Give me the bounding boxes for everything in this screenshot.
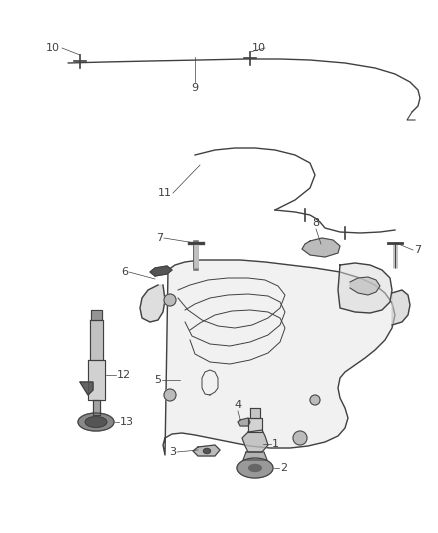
Ellipse shape <box>204 448 211 454</box>
Polygon shape <box>392 290 410 325</box>
Text: 11: 11 <box>158 188 172 198</box>
Circle shape <box>310 395 320 405</box>
Polygon shape <box>250 408 260 418</box>
Text: 1: 1 <box>272 439 279 449</box>
Polygon shape <box>302 238 340 257</box>
Polygon shape <box>163 260 395 455</box>
Polygon shape <box>248 418 262 432</box>
Ellipse shape <box>249 464 261 472</box>
Polygon shape <box>238 418 250 426</box>
Circle shape <box>293 431 307 445</box>
Ellipse shape <box>237 458 273 478</box>
Polygon shape <box>150 266 172 276</box>
Circle shape <box>164 294 176 306</box>
Text: 12: 12 <box>117 370 131 380</box>
Polygon shape <box>243 452 267 460</box>
Text: 4: 4 <box>234 400 242 410</box>
Polygon shape <box>140 285 165 322</box>
Text: 6: 6 <box>121 267 128 277</box>
Polygon shape <box>91 310 102 320</box>
Circle shape <box>164 389 176 401</box>
Text: 3: 3 <box>169 447 176 457</box>
Text: 2: 2 <box>280 463 287 473</box>
Ellipse shape <box>78 413 114 431</box>
Text: 8: 8 <box>312 218 320 228</box>
Polygon shape <box>193 445 220 456</box>
Polygon shape <box>88 360 105 400</box>
Text: 13: 13 <box>120 417 134 427</box>
Text: 10: 10 <box>252 43 266 53</box>
Text: 9: 9 <box>191 83 198 93</box>
Polygon shape <box>93 400 100 415</box>
Polygon shape <box>80 382 93 395</box>
Text: 7: 7 <box>414 245 421 255</box>
Text: 7: 7 <box>156 233 163 243</box>
Polygon shape <box>90 320 103 360</box>
Text: 5: 5 <box>154 375 161 385</box>
Polygon shape <box>338 263 392 313</box>
Polygon shape <box>242 430 268 452</box>
Ellipse shape <box>85 417 107 427</box>
Text: 10: 10 <box>46 43 60 53</box>
Polygon shape <box>350 277 380 295</box>
